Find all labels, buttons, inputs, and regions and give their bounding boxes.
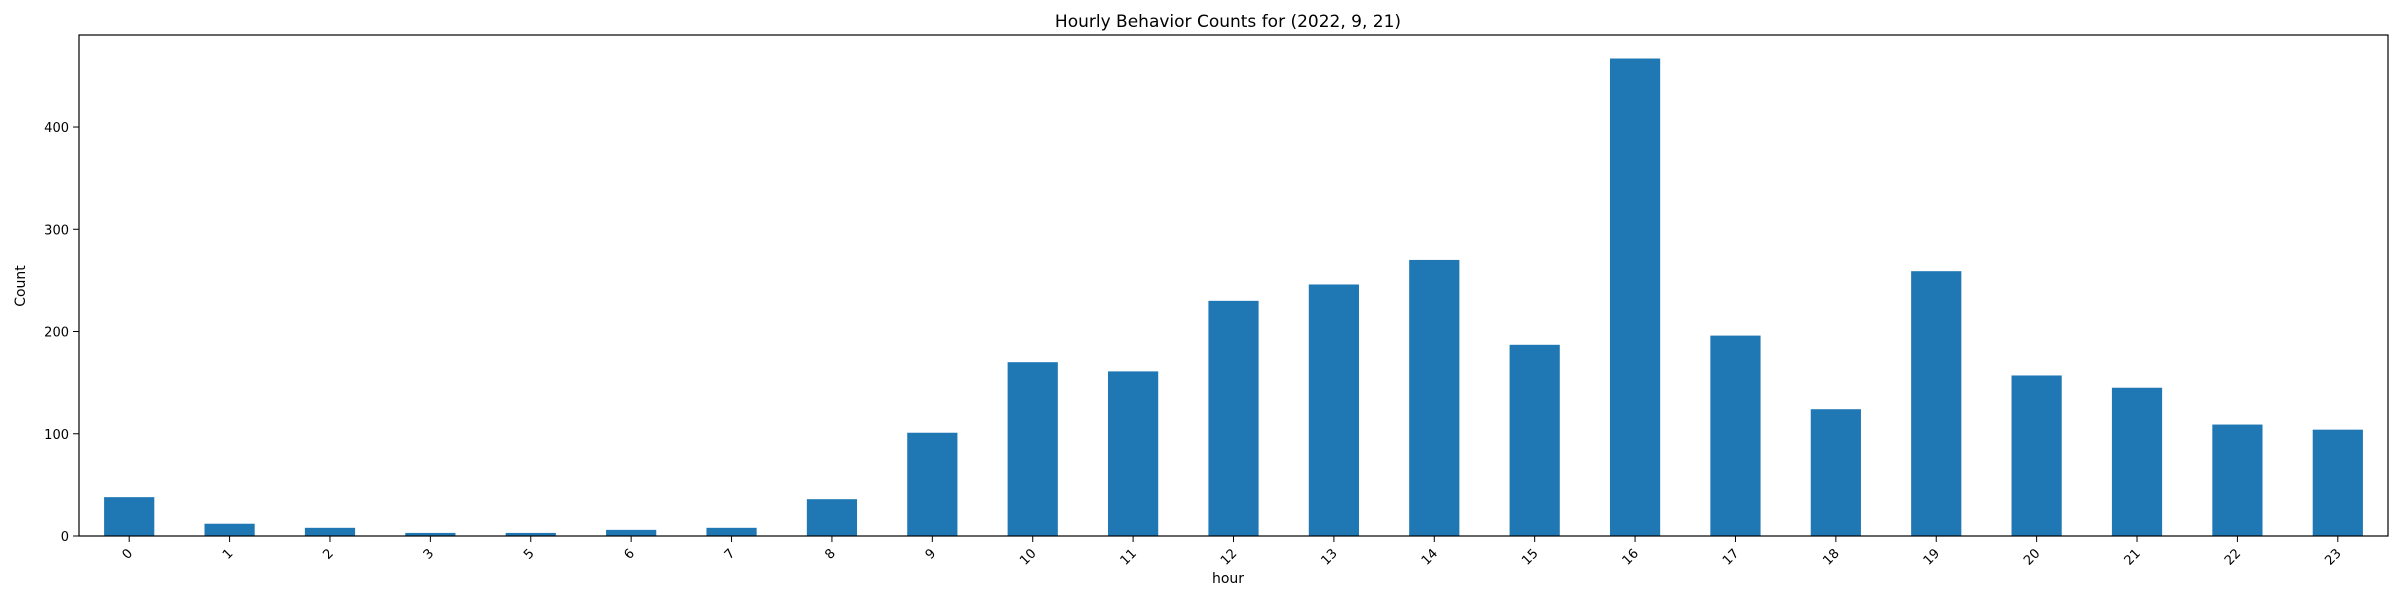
bar-7: [706, 527, 757, 536]
y-tick-label: 0: [61, 530, 69, 545]
bar-17: [1710, 335, 1761, 536]
bar-8: [806, 499, 858, 536]
bar-13: [1308, 284, 1359, 536]
bar-0: [104, 497, 155, 536]
y-axis-label: Count: [13, 265, 29, 307]
bar-12: [1208, 300, 1259, 536]
bar-series: [104, 58, 2363, 537]
y-tick-label: 300: [44, 223, 69, 238]
bar-22: [2212, 424, 2263, 536]
y-tick-label: 100: [44, 428, 69, 443]
bar-2: [304, 527, 356, 536]
bar-15: [1509, 344, 1560, 536]
bar-19: [1911, 271, 1962, 536]
bar-11: [1108, 371, 1159, 536]
y-axis-ticks: 0 100 200 300 400: [44, 121, 79, 545]
bar-16: [1609, 58, 1661, 537]
bar-23: [2312, 429, 2363, 536]
bar-5: [505, 532, 556, 536]
y-tick-label: 400: [44, 121, 69, 136]
x-axis-label: hour: [1212, 571, 1244, 587]
bar-14: [1409, 259, 1460, 536]
bar-6: [606, 529, 657, 536]
bar-21: [2111, 387, 2163, 536]
bar-18: [1810, 409, 1861, 536]
bar-20: [2011, 375, 2062, 536]
bar-3: [405, 532, 456, 536]
y-tick-label: 200: [44, 326, 69, 341]
bar-9: [907, 432, 958, 536]
bar-10: [1007, 362, 1058, 536]
chart-title: Hourly Behavior Counts for (2022, 9, 21): [1055, 12, 1401, 32]
plot-frame: [78, 34, 2389, 537]
bar-1: [204, 523, 255, 536]
